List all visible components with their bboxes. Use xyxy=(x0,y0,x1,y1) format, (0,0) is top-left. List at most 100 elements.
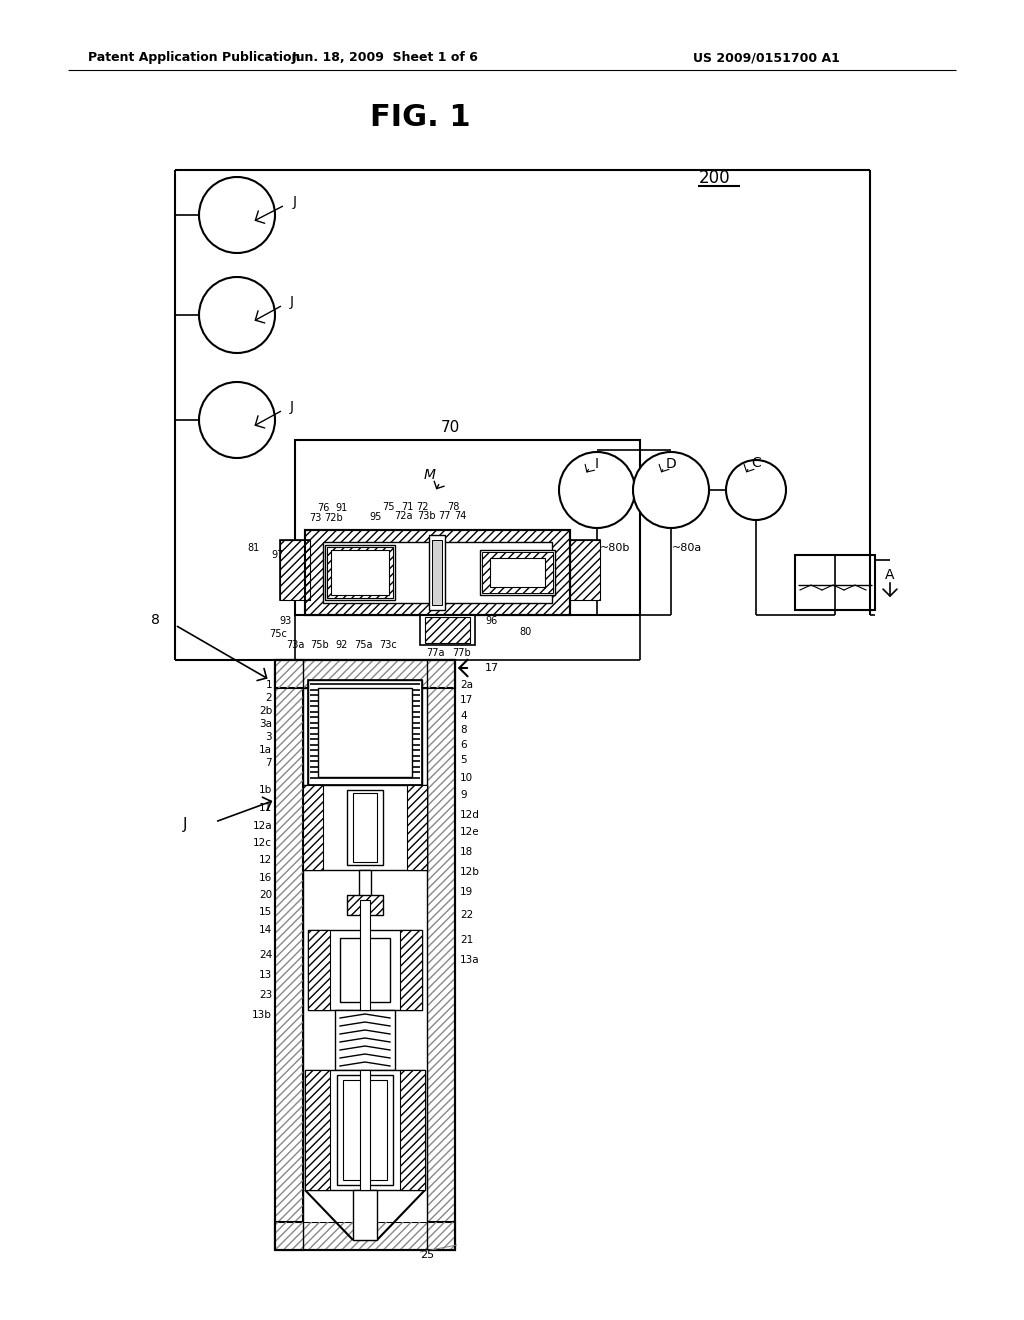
Text: 9: 9 xyxy=(460,789,467,800)
Bar xyxy=(420,615,475,645)
Bar xyxy=(308,680,422,785)
Text: 22: 22 xyxy=(460,909,473,920)
Bar xyxy=(303,785,323,870)
Bar xyxy=(331,550,389,595)
Bar xyxy=(318,688,412,777)
Text: 73c: 73c xyxy=(379,640,397,649)
Text: 5: 5 xyxy=(460,755,467,766)
Text: 21: 21 xyxy=(460,935,473,945)
Bar xyxy=(360,1071,370,1191)
Text: 75a: 75a xyxy=(353,640,373,649)
Text: I: I xyxy=(595,457,599,471)
Text: 13b: 13b xyxy=(252,1010,272,1020)
Text: 11: 11 xyxy=(259,803,272,813)
Text: 8: 8 xyxy=(460,725,467,735)
Bar xyxy=(425,616,470,643)
Text: 97: 97 xyxy=(271,550,285,560)
Text: 70: 70 xyxy=(440,421,460,436)
Circle shape xyxy=(199,381,275,458)
Bar xyxy=(360,900,370,1010)
Text: 96: 96 xyxy=(485,616,498,626)
Text: 10: 10 xyxy=(460,774,473,783)
Circle shape xyxy=(199,177,275,253)
Text: 25: 25 xyxy=(420,1250,434,1261)
Text: 92: 92 xyxy=(336,640,348,649)
Text: 71: 71 xyxy=(400,502,414,512)
Text: 75b: 75b xyxy=(310,640,330,649)
Bar xyxy=(308,680,422,785)
Bar xyxy=(340,939,390,1002)
Text: 12c: 12c xyxy=(253,838,272,847)
Bar xyxy=(280,540,310,601)
Text: 18: 18 xyxy=(460,847,473,857)
Text: 7: 7 xyxy=(265,758,272,768)
Text: 73b: 73b xyxy=(418,511,436,521)
Text: 3: 3 xyxy=(265,733,272,742)
Text: 23: 23 xyxy=(259,990,272,1001)
Text: 78: 78 xyxy=(446,502,459,512)
Text: 1a: 1a xyxy=(259,744,272,755)
Text: 2a: 2a xyxy=(460,680,473,690)
Text: 4: 4 xyxy=(460,711,467,721)
Text: US 2009/0151700 A1: US 2009/0151700 A1 xyxy=(693,51,840,65)
Text: 80: 80 xyxy=(519,627,531,638)
Bar xyxy=(400,1071,425,1191)
Text: 12b: 12b xyxy=(460,867,480,876)
Text: 95: 95 xyxy=(370,512,382,521)
Text: 24: 24 xyxy=(259,950,272,960)
Text: 77: 77 xyxy=(437,511,451,521)
Text: 16: 16 xyxy=(259,873,272,883)
Bar xyxy=(427,660,455,1250)
Bar xyxy=(432,540,442,605)
Text: D: D xyxy=(666,457,677,471)
Text: J: J xyxy=(293,195,297,209)
Text: 17: 17 xyxy=(460,696,473,705)
Bar xyxy=(327,546,393,598)
Text: 17: 17 xyxy=(485,663,499,673)
Text: 20: 20 xyxy=(259,890,272,900)
Bar xyxy=(305,1071,330,1191)
Text: 3a: 3a xyxy=(259,719,272,729)
Bar xyxy=(280,540,310,601)
Bar xyxy=(275,660,455,688)
Text: 12d: 12d xyxy=(460,810,480,820)
Text: 6: 6 xyxy=(460,741,467,750)
Bar xyxy=(570,540,600,601)
Text: 12: 12 xyxy=(259,855,272,865)
Text: 2b: 2b xyxy=(259,706,272,715)
Bar xyxy=(343,1080,387,1180)
Bar xyxy=(400,931,422,1010)
Bar xyxy=(570,540,600,601)
Text: 19: 19 xyxy=(460,887,473,898)
Text: 91: 91 xyxy=(336,503,348,513)
Bar xyxy=(275,1222,455,1250)
Bar xyxy=(308,931,330,1010)
Circle shape xyxy=(199,277,275,352)
Text: 73a: 73a xyxy=(286,640,304,649)
Text: 72a: 72a xyxy=(394,511,413,521)
Bar xyxy=(795,554,874,610)
Text: 72: 72 xyxy=(416,502,428,512)
Bar xyxy=(482,552,553,593)
Bar xyxy=(480,550,555,595)
Text: Patent Application Publication: Patent Application Publication xyxy=(88,51,300,65)
Text: 72b: 72b xyxy=(325,513,343,523)
Bar xyxy=(308,931,422,1010)
Circle shape xyxy=(726,459,786,520)
Text: 93: 93 xyxy=(280,616,292,626)
Bar xyxy=(275,1222,455,1250)
Text: 75: 75 xyxy=(382,502,394,512)
Bar xyxy=(305,531,570,615)
Text: 13: 13 xyxy=(259,970,272,979)
Text: C: C xyxy=(752,455,761,470)
Text: 75c: 75c xyxy=(269,630,287,639)
Bar xyxy=(347,895,383,915)
Text: 14: 14 xyxy=(259,925,272,935)
Circle shape xyxy=(559,451,635,528)
Bar xyxy=(305,1071,425,1191)
Text: 8: 8 xyxy=(151,612,160,627)
Bar xyxy=(429,535,445,610)
Text: J: J xyxy=(290,400,294,414)
Text: 81: 81 xyxy=(247,543,259,553)
Bar xyxy=(490,558,545,587)
